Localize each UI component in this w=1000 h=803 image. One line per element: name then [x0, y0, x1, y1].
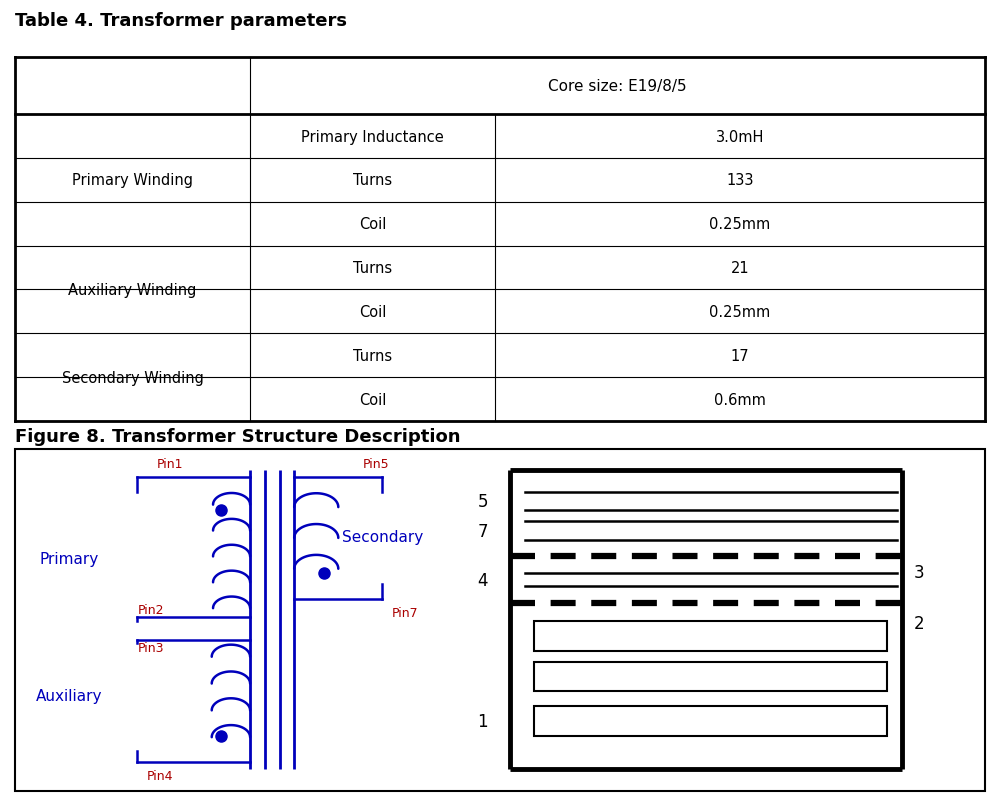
Text: Primary: Primary: [39, 551, 98, 566]
Text: Auxiliary Winding: Auxiliary Winding: [68, 283, 197, 298]
Text: Turns: Turns: [353, 349, 392, 363]
Text: 0.6mm: 0.6mm: [714, 392, 766, 407]
Text: 5: 5: [478, 492, 488, 510]
Text: Table 4. Transformer parameters: Table 4. Transformer parameters: [15, 12, 347, 31]
Bar: [534, 707, 887, 736]
Text: Secondary: Secondary: [342, 529, 423, 544]
Text: Coil: Coil: [359, 392, 386, 407]
Text: Pin1: Pin1: [157, 457, 184, 470]
Text: 3.0mH: 3.0mH: [716, 129, 764, 145]
Text: Pin7: Pin7: [392, 606, 419, 620]
Text: 2: 2: [914, 614, 924, 632]
Text: Pin4: Pin4: [147, 769, 174, 782]
Text: Coil: Coil: [359, 304, 386, 320]
Text: Figure 8. Transformer Structure Description: Figure 8. Transformer Structure Descript…: [15, 427, 460, 446]
Text: Coil: Coil: [359, 217, 386, 232]
Bar: [534, 662, 887, 691]
Text: Pin2: Pin2: [137, 603, 164, 616]
Text: 7: 7: [478, 522, 488, 540]
Text: 0.25mm: 0.25mm: [709, 217, 771, 232]
Text: Secondary Winding: Secondary Winding: [62, 370, 203, 385]
Text: Core size: E19/8/5: Core size: E19/8/5: [548, 79, 687, 94]
Bar: [534, 622, 887, 651]
Text: Primary Inductance: Primary Inductance: [301, 129, 444, 145]
Text: Pin3: Pin3: [137, 642, 164, 654]
Text: 133: 133: [726, 173, 754, 188]
Text: 17: 17: [731, 349, 749, 363]
Text: 1: 1: [478, 712, 488, 730]
Text: 0.25mm: 0.25mm: [709, 304, 771, 320]
Text: Primary Winding: Primary Winding: [72, 173, 193, 188]
Text: Turns: Turns: [353, 173, 392, 188]
Text: Auxiliary: Auxiliary: [36, 687, 102, 703]
Text: Turns: Turns: [353, 261, 392, 275]
Text: 4: 4: [478, 571, 488, 589]
Text: 3: 3: [914, 564, 924, 581]
Text: 21: 21: [731, 261, 749, 275]
Text: Pin5: Pin5: [363, 457, 389, 470]
